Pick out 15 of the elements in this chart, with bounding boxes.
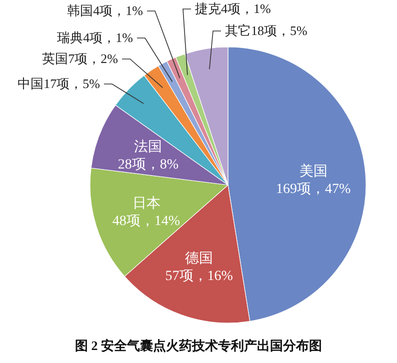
- data-label: 28项，8%: [118, 158, 179, 173]
- data-label: 57项，16%: [165, 269, 234, 284]
- slice-label: 法国: [134, 139, 162, 156]
- slice-label: 日本: [132, 195, 160, 212]
- slice-label: 美国: [299, 163, 328, 180]
- slice-label: 英国7项，2%: [42, 51, 118, 66]
- data-label: 169项，47%: [276, 182, 351, 197]
- slice-label: 德国: [185, 250, 214, 267]
- text: 图 2 安全气囊点火药技术专利产出国分布图: [75, 338, 322, 353]
- slice-label: 瑞典4项，1%: [57, 30, 134, 45]
- slice-label: 中国17项，5%: [18, 76, 100, 91]
- slice-label: 捷克4项，1%: [195, 1, 271, 16]
- data-label: 48项，14%: [112, 214, 180, 229]
- slice-label: 韩国4项，1%: [67, 3, 144, 18]
- slice-label: 其它18项，5%: [225, 23, 308, 38]
